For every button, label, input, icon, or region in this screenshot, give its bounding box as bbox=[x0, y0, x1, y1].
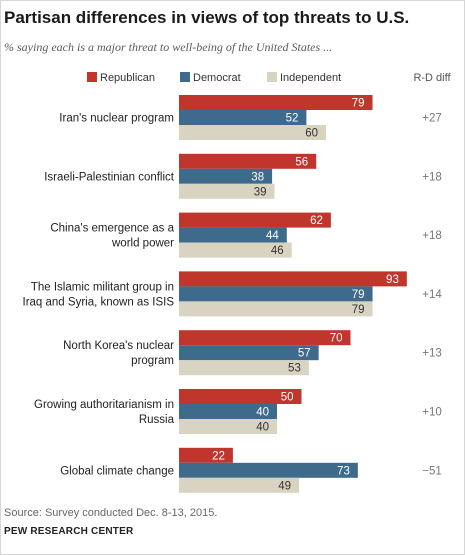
diff-column-header: R-D diff bbox=[413, 72, 451, 84]
legend-item-republican: Republican bbox=[87, 72, 155, 84]
bar-democrat bbox=[179, 404, 277, 419]
legend-item-democrat: Democrat bbox=[180, 72, 241, 84]
legend-label-independent: Independent bbox=[280, 72, 342, 84]
data-label-independent: 79 bbox=[352, 304, 365, 316]
bar-democrat bbox=[179, 168, 273, 184]
bar-independent bbox=[179, 419, 277, 434]
category-label: world power bbox=[111, 238, 174, 250]
bar-democrat bbox=[179, 110, 307, 125]
category-label: The Islamic militant group in bbox=[31, 281, 174, 293]
bar-independent bbox=[179, 125, 326, 140]
chart-title: Partisan differences in views of top thr… bbox=[4, 8, 410, 27]
bar-democrat bbox=[179, 227, 287, 243]
organization-name: PEW RESEARCH CENTER bbox=[4, 526, 134, 537]
bar-republican bbox=[179, 447, 233, 463]
data-label-republican: 93 bbox=[386, 274, 399, 286]
category-label: Russia bbox=[139, 414, 175, 426]
diff-value: +18 bbox=[422, 230, 442, 242]
bar-republican bbox=[179, 330, 351, 346]
data-label-independent: 49 bbox=[278, 480, 291, 492]
bar-independent bbox=[179, 183, 275, 199]
category-label: Global climate change bbox=[60, 465, 174, 477]
bar-democrat bbox=[179, 345, 319, 361]
diff-value: +27 bbox=[422, 113, 442, 125]
category-label: Iran's nuclear program bbox=[59, 113, 174, 125]
diff-value: −51 bbox=[422, 465, 442, 477]
data-label-republican: 79 bbox=[352, 98, 365, 110]
bar-independent bbox=[179, 301, 373, 317]
category-label: Iraq and Syria, known as ISIS bbox=[23, 296, 175, 308]
data-label-democrat: 44 bbox=[266, 230, 279, 242]
diff-value: +13 bbox=[422, 348, 442, 360]
legend-swatch-democrat bbox=[180, 72, 190, 82]
data-label-republican: 62 bbox=[310, 215, 323, 227]
data-label-republican: 22 bbox=[212, 450, 225, 462]
category-label: Growing authoritarianism in bbox=[34, 399, 174, 411]
category-label: North Korea's nuclear bbox=[63, 340, 174, 352]
category-label: Israeli-Palestinian conflict bbox=[44, 171, 175, 183]
data-label-independent: 39 bbox=[254, 186, 267, 198]
data-label-democrat: 57 bbox=[298, 348, 311, 360]
bar-democrat bbox=[179, 286, 373, 302]
diff-value: +14 bbox=[422, 289, 442, 301]
legend-item-independent: Independent bbox=[267, 72, 341, 84]
bar-republican bbox=[179, 153, 317, 169]
data-label-republican: 50 bbox=[281, 392, 294, 404]
data-label-independent: 40 bbox=[256, 422, 269, 434]
data-label-democrat: 40 bbox=[256, 407, 269, 419]
data-label-democrat: 79 bbox=[352, 289, 365, 301]
data-label-republican: 70 bbox=[330, 333, 343, 345]
data-label-democrat: 73 bbox=[337, 465, 350, 477]
chart-subtitle: % saying each is a major threat to well-… bbox=[4, 40, 333, 54]
bar-independent bbox=[179, 360, 309, 376]
diff-value: +18 bbox=[422, 171, 442, 183]
data-label-democrat: 52 bbox=[286, 113, 299, 125]
legend: Republican Democrat Independent bbox=[0, 72, 465, 88]
bar-republican bbox=[179, 271, 407, 287]
legend-swatch-independent bbox=[267, 72, 277, 82]
data-label-republican: 56 bbox=[295, 156, 308, 168]
data-label-democrat: 38 bbox=[251, 171, 264, 183]
bar-independent bbox=[179, 242, 292, 258]
bar-republican bbox=[179, 212, 331, 228]
category-label: program bbox=[131, 355, 174, 367]
legend-label-democrat: Democrat bbox=[193, 72, 241, 84]
data-label-independent: 46 bbox=[271, 245, 284, 257]
source-note: Source: Survey conducted Dec. 8-13, 2015… bbox=[4, 507, 218, 519]
legend-swatch-republican bbox=[87, 72, 97, 82]
bar-republican bbox=[179, 389, 302, 404]
data-label-independent: 60 bbox=[305, 128, 318, 140]
bar-republican bbox=[179, 95, 373, 110]
legend-label-republican: Republican bbox=[100, 72, 156, 84]
bar-independent bbox=[179, 477, 300, 493]
data-label-independent: 53 bbox=[288, 363, 301, 375]
bar-democrat bbox=[179, 462, 358, 478]
diff-value: +10 bbox=[422, 407, 442, 419]
category-label: China's emergence as a bbox=[50, 223, 174, 235]
